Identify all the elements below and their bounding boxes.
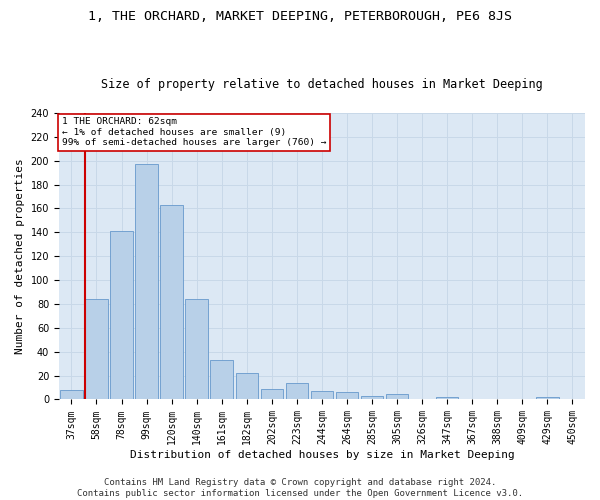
Text: Contains HM Land Registry data © Crown copyright and database right 2024.
Contai: Contains HM Land Registry data © Crown c… <box>77 478 523 498</box>
Bar <box>110 231 133 400</box>
Bar <box>386 394 409 400</box>
Text: 1, THE ORCHARD, MARKET DEEPING, PETERBOROUGH, PE6 8JS: 1, THE ORCHARD, MARKET DEEPING, PETERBOR… <box>88 10 512 23</box>
Bar <box>336 392 358 400</box>
Bar <box>60 390 83 400</box>
Bar <box>536 397 559 400</box>
Bar <box>160 205 183 400</box>
Text: 1 THE ORCHARD: 62sqm
← 1% of detached houses are smaller (9)
99% of semi-detache: 1 THE ORCHARD: 62sqm ← 1% of detached ho… <box>62 118 326 147</box>
Title: Size of property relative to detached houses in Market Deeping: Size of property relative to detached ho… <box>101 78 543 91</box>
Bar <box>286 383 308 400</box>
X-axis label: Distribution of detached houses by size in Market Deeping: Distribution of detached houses by size … <box>130 450 514 460</box>
Bar <box>436 397 458 400</box>
Bar <box>361 396 383 400</box>
Bar <box>236 373 258 400</box>
Bar <box>211 360 233 400</box>
Bar <box>185 299 208 400</box>
Bar <box>136 164 158 400</box>
Bar <box>85 299 108 400</box>
Bar <box>311 391 333 400</box>
Y-axis label: Number of detached properties: Number of detached properties <box>15 158 25 354</box>
Bar <box>260 388 283 400</box>
